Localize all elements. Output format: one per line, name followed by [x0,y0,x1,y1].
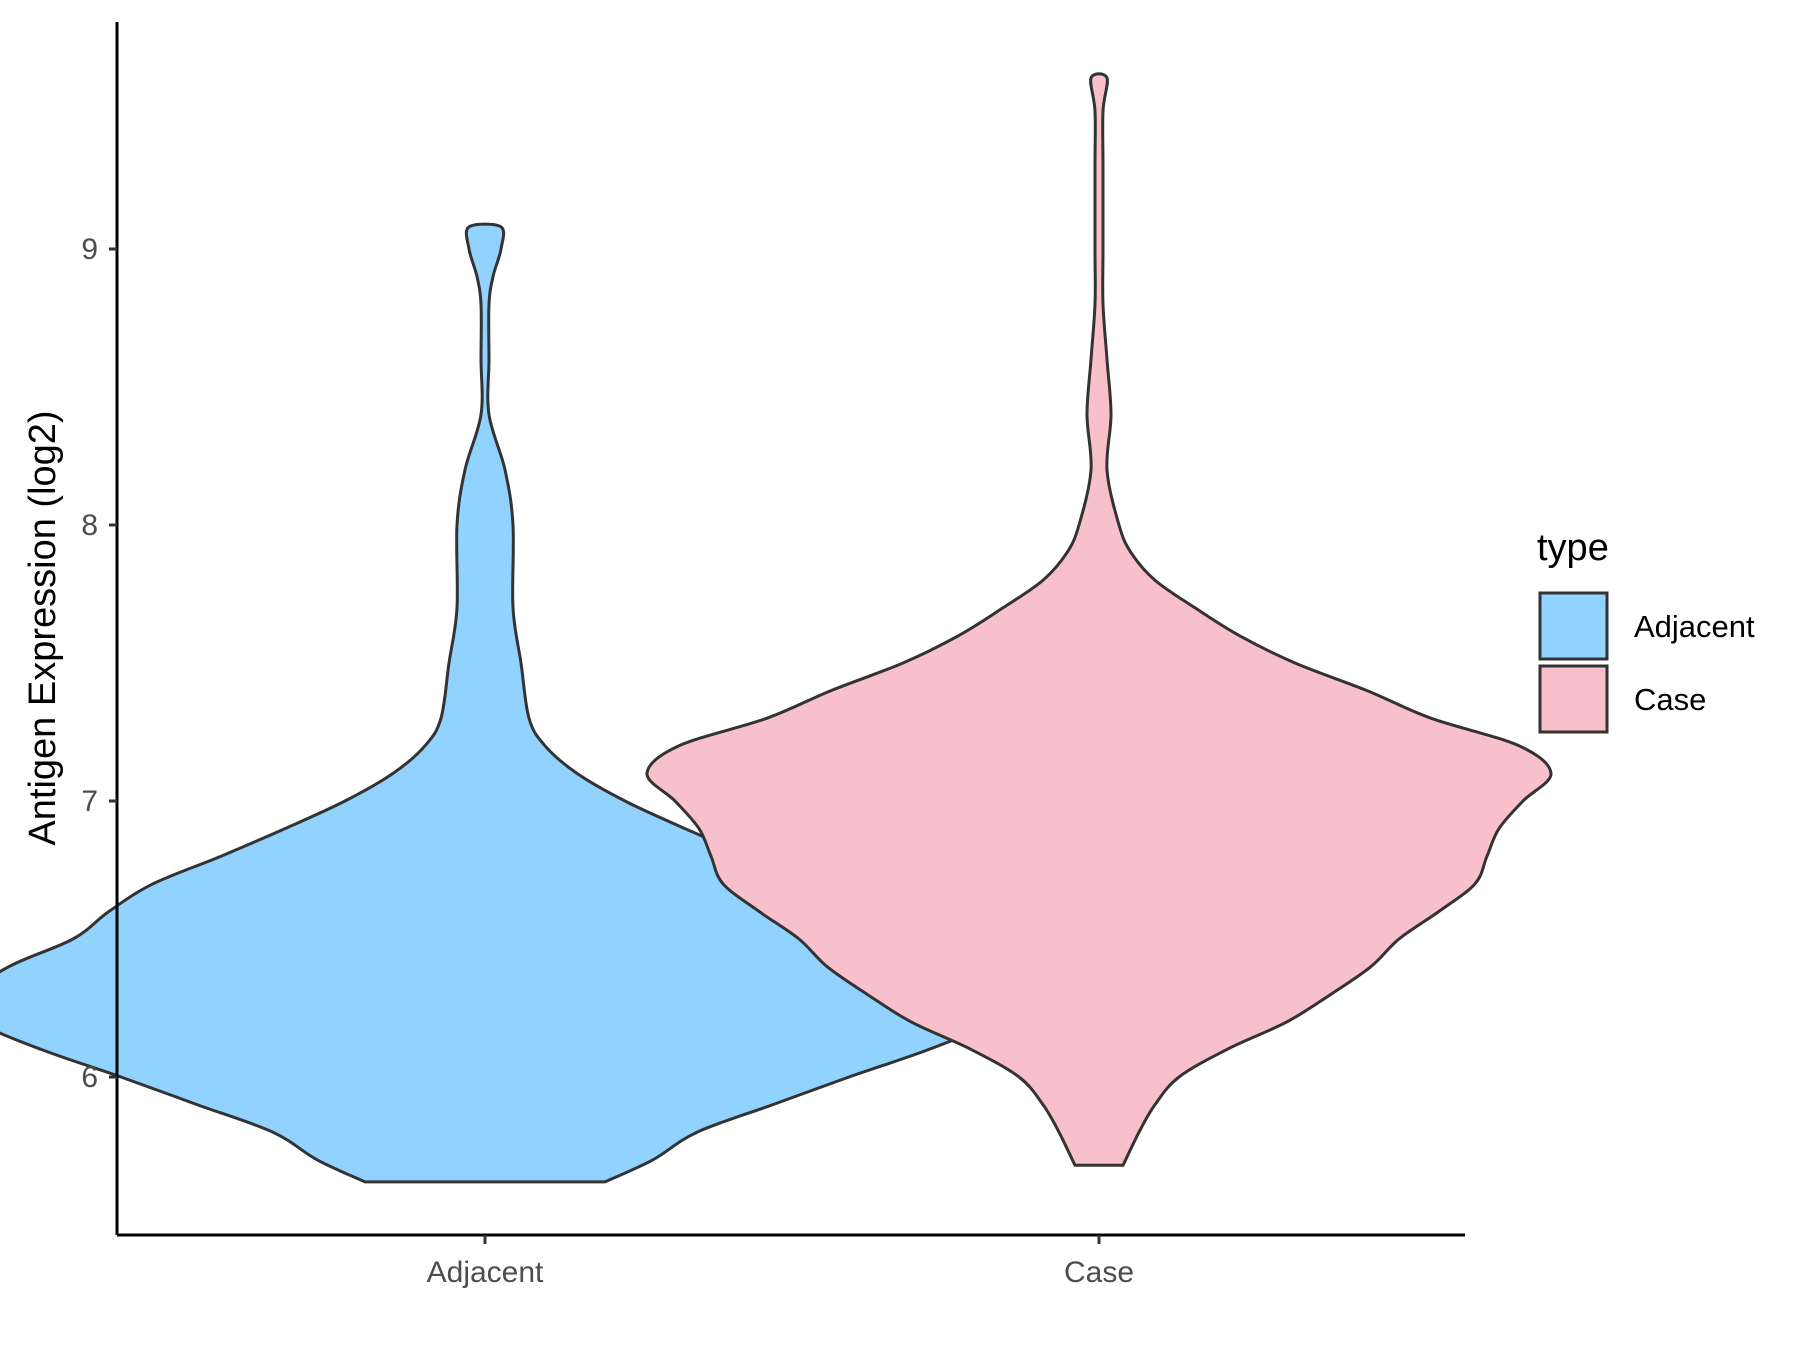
y-tick-label: 8 [81,509,98,542]
x-tick-label-adjacent: Adjacent [427,1256,544,1289]
legend-title: type [1537,527,1609,569]
axes [115,22,1465,1237]
y-tick-label: 9 [81,233,98,266]
y-tick-label: 7 [81,785,98,818]
y-tick-label: 6 [81,1061,98,1094]
x-tick-label-case: Case [1064,1256,1134,1289]
violin-group [0,72,1553,1184]
x-ticks: Adjacent Case [427,1235,1134,1289]
legend-key-case [1538,664,1609,734]
legend-label-case: Case [1634,682,1706,717]
y-ticks: 6 7 8 9 [81,233,117,1094]
violin-case [645,72,1553,1167]
legend-key-adjacent [1538,591,1609,661]
legend: type Adjacent Case [1537,527,1755,734]
y-axis-title: Antigen Expression (log2) [22,410,64,845]
legend-label-adjacent: Adjacent [1634,609,1755,644]
